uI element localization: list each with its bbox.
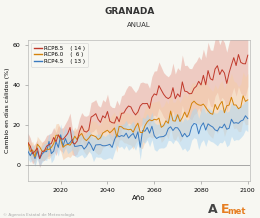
Text: GRANADA: GRANADA <box>105 7 155 15</box>
Text: A: A <box>208 203 218 216</box>
Title: ANUAL: ANUAL <box>127 22 151 28</box>
Text: © Agencia Estatal de Meteorología: © Agencia Estatal de Meteorología <box>3 213 74 217</box>
Y-axis label: Cambio en días cálidos (%): Cambio en días cálidos (%) <box>4 68 10 153</box>
X-axis label: Año: Año <box>132 195 146 201</box>
Legend: RCP8.5    ( 14 ), RCP6.0    (  6 ), RCP4.5    ( 13 ): RCP8.5 ( 14 ), RCP6.0 ( 6 ), RCP4.5 ( 13… <box>31 43 88 67</box>
Text: E: E <box>221 203 230 216</box>
Text: met: met <box>228 207 246 216</box>
